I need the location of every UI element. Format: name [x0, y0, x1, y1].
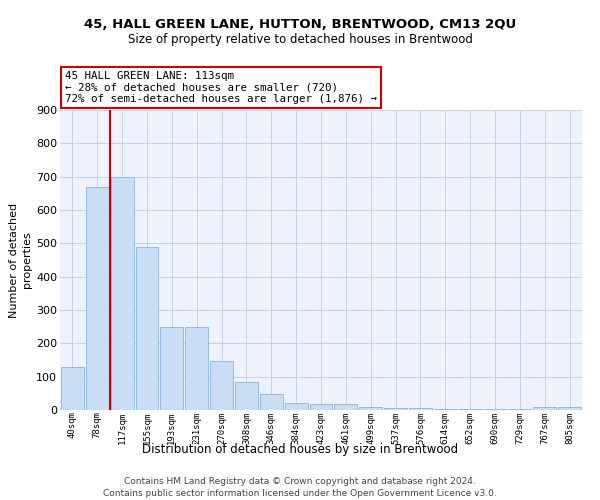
Bar: [310, 404, 332, 410]
Text: Contains HM Land Registry data © Crown copyright and database right 2024.: Contains HM Land Registry data © Crown c…: [124, 478, 476, 486]
Bar: [111, 176, 134, 410]
Bar: [260, 394, 283, 410]
Bar: [384, 408, 407, 410]
Bar: [136, 246, 158, 410]
Text: 45 HALL GREEN LANE: 113sqm
← 28% of detached houses are smaller (720)
72% of sem: 45 HALL GREEN LANE: 113sqm ← 28% of deta…: [65, 71, 377, 104]
Text: Contains public sector information licensed under the Open Government Licence v3: Contains public sector information licen…: [103, 489, 497, 498]
Bar: [533, 408, 556, 410]
Bar: [285, 402, 308, 410]
Bar: [434, 409, 457, 410]
Bar: [61, 366, 84, 410]
Bar: [235, 382, 258, 410]
Text: Size of property relative to detached houses in Brentwood: Size of property relative to detached ho…: [128, 32, 472, 46]
Bar: [210, 360, 233, 410]
Text: 45, HALL GREEN LANE, HUTTON, BRENTWOOD, CM13 2QU: 45, HALL GREEN LANE, HUTTON, BRENTWOOD, …: [84, 18, 516, 30]
Bar: [160, 326, 183, 410]
Bar: [334, 404, 357, 410]
Bar: [558, 408, 581, 410]
Bar: [86, 186, 109, 410]
Bar: [185, 326, 208, 410]
Y-axis label: Number of detached
properties: Number of detached properties: [9, 202, 32, 318]
Bar: [359, 406, 382, 410]
Bar: [409, 408, 432, 410]
Text: Distribution of detached houses by size in Brentwood: Distribution of detached houses by size …: [142, 442, 458, 456]
